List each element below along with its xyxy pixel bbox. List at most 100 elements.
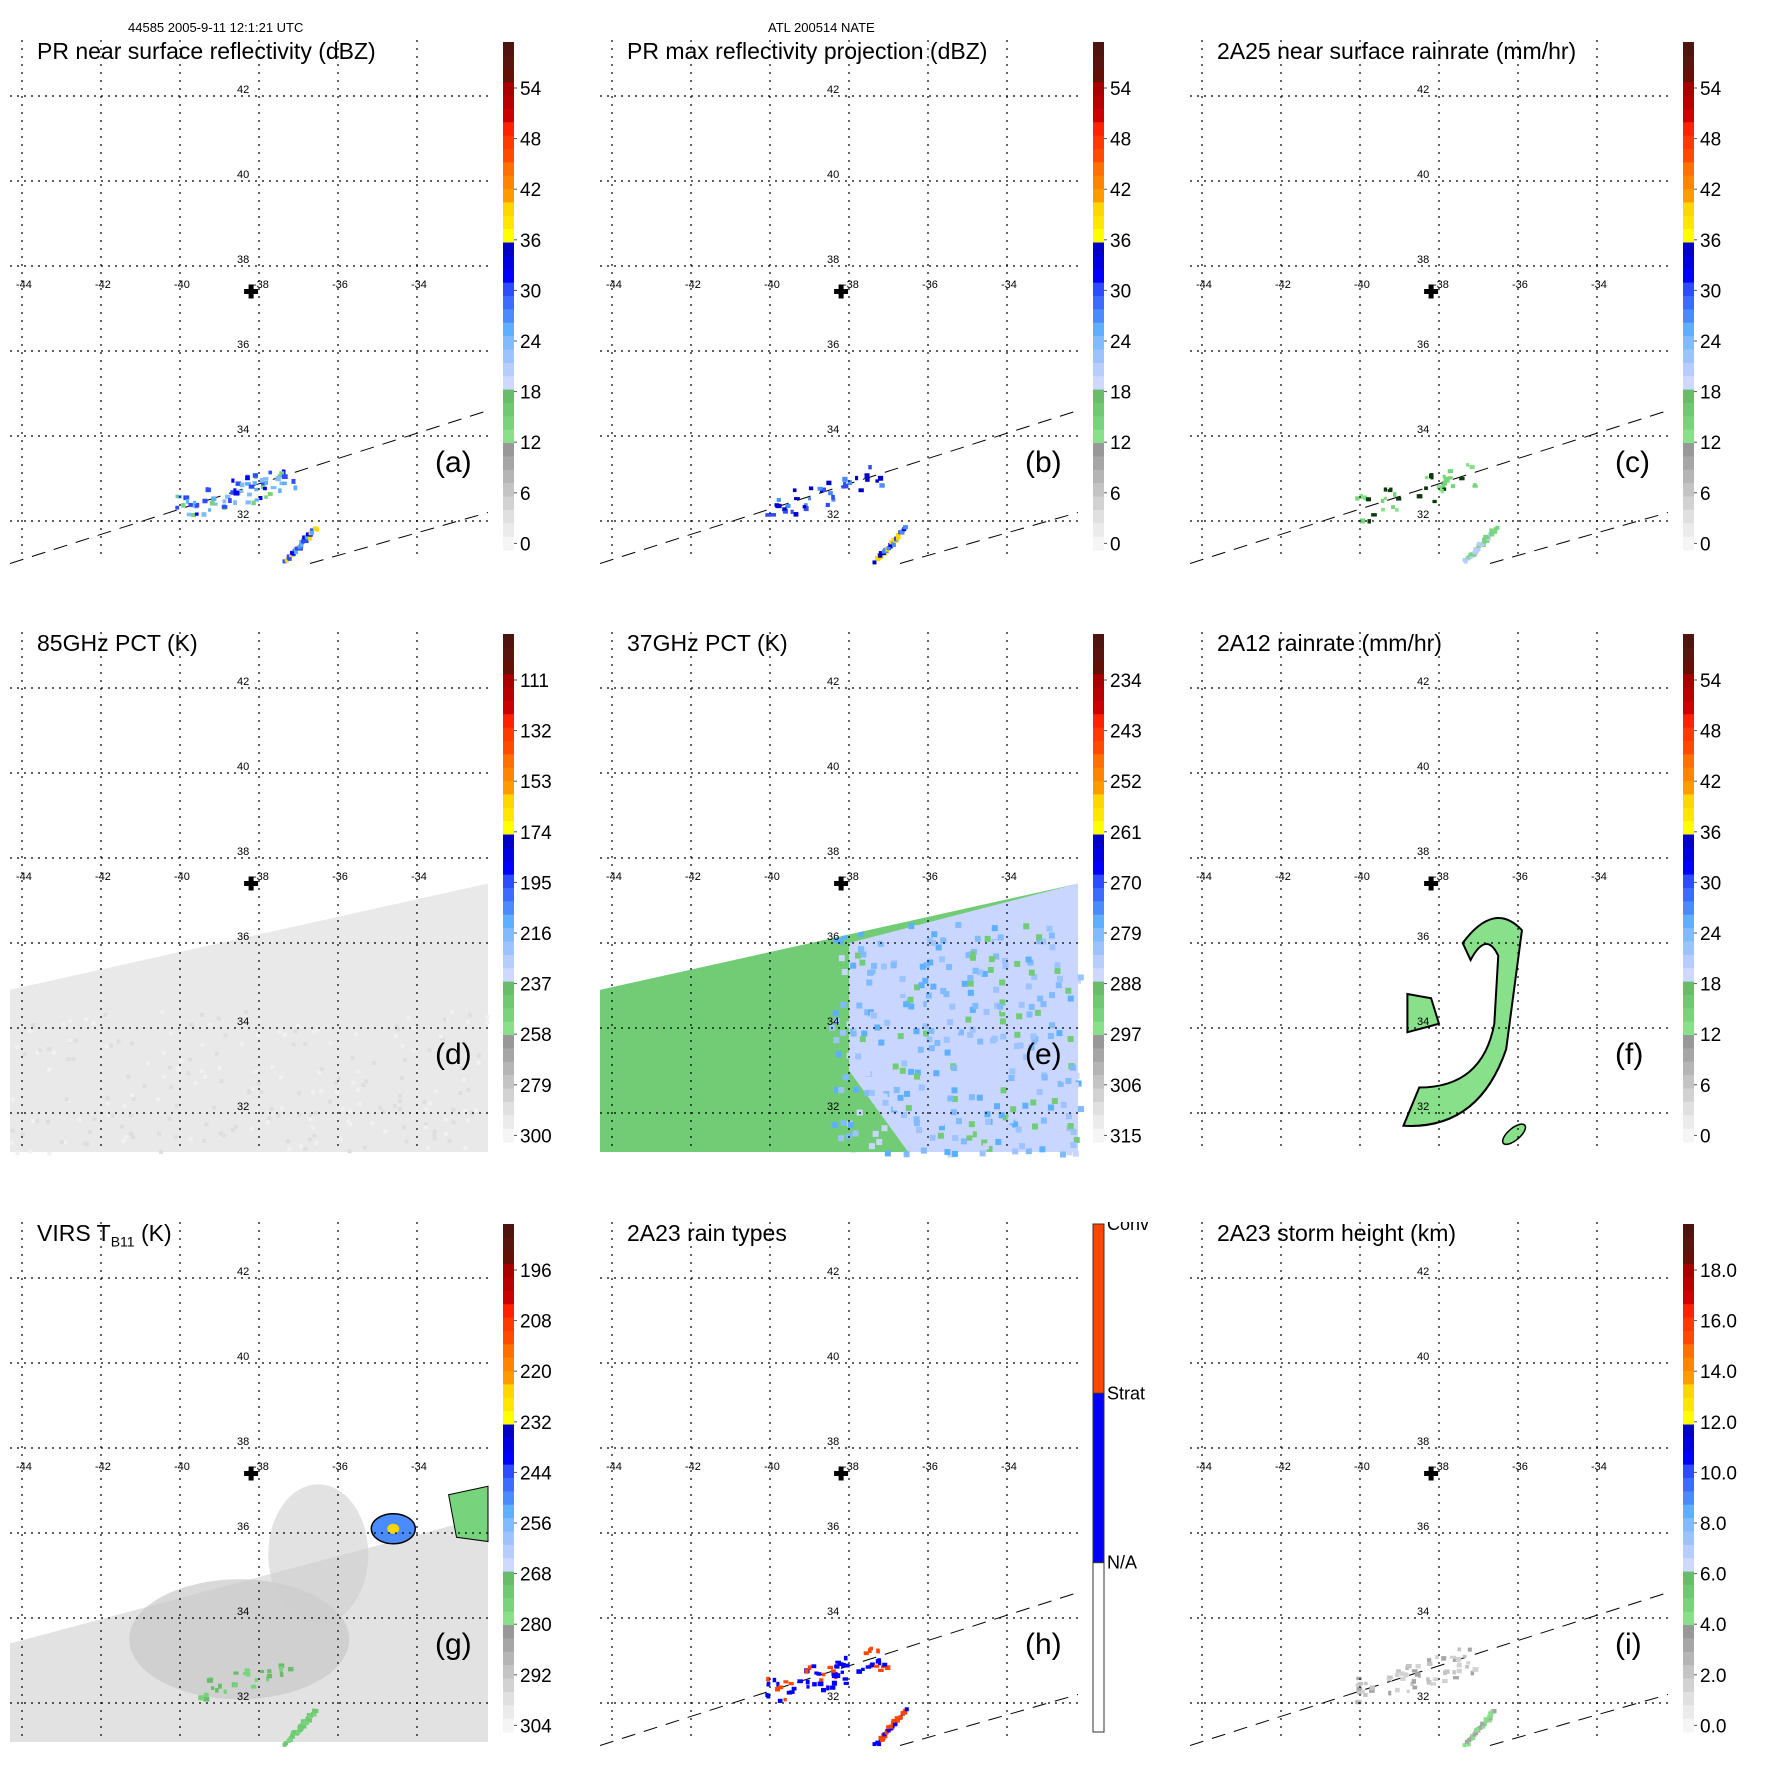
colorbar-tick-label: 8.0: [1700, 1514, 1726, 1535]
echo-pixel: [865, 1665, 872, 1669]
tb-pixel: [38, 1048, 43, 1053]
colorbar-swatch: [1683, 781, 1694, 795]
colorbar-swatch: [503, 1678, 514, 1693]
tb-pixel: [308, 1114, 313, 1119]
tb-pixel: [47, 1151, 52, 1156]
tb-pixel: [928, 1100, 935, 1107]
echo-pixel: [808, 486, 814, 491]
echo-pixel: [1443, 476, 1449, 482]
echo-pixel: [1371, 513, 1377, 517]
tb-pixel: [393, 1034, 398, 1039]
tb-pixel: [847, 1121, 854, 1128]
echo-pixel: [868, 465, 872, 470]
panel-title: 37GHz PCT (K): [627, 630, 788, 656]
lat-tick-label: 40: [1417, 169, 1429, 181]
colorbar-swatch: [1683, 255, 1694, 270]
colorbar-tick-label: 6.0: [1700, 1565, 1726, 1586]
tb-pixel: [934, 1039, 941, 1046]
colorbar: 111 132 153 174 195 216 237 258 279 300: [503, 634, 552, 1147]
tb-pixel: [1072, 1082, 1079, 1089]
echo-pixel: [264, 495, 268, 499]
echo-pixel: [248, 484, 255, 489]
colorbar-swatch: [1683, 148, 1694, 163]
lat-tick-label: 42: [1417, 84, 1429, 96]
echo-pixel: [1427, 1658, 1432, 1663]
colorbar-swatch: [1683, 1651, 1694, 1666]
tb-pixel: [256, 1081, 261, 1086]
colorbar-tick-label: 244: [520, 1463, 552, 1484]
colorbar-swatch: [503, 509, 514, 524]
colorbar-tick-label: 304: [520, 1716, 552, 1737]
plus-cross-icon: [834, 1466, 849, 1481]
echo-pixel: [206, 1678, 213, 1683]
colorbar-tick-label: 258: [520, 1025, 552, 1046]
panel-i: -44 -42 -40 -38 -36 -34 42 40 38 36 34 32 18.0 16.0 14…: [1190, 1220, 1770, 1782]
tb-pixel: [383, 1129, 388, 1134]
colorbar-swatch: [1683, 1344, 1694, 1359]
echo-pixel: [1443, 1670, 1447, 1676]
colorbar-swatch: [503, 55, 514, 70]
echo-pixel: [218, 1683, 222, 1689]
colorbar-swatch: [1683, 1021, 1694, 1036]
map-b: -44 -42 -40 -38 -36 -34 42 40 38 36 34 32 54 48 42 36 30…: [600, 40, 1132, 565]
tb-pixel: [142, 1084, 147, 1089]
colorbar-swatch: [1683, 1224, 1694, 1238]
tb-pixel: [315, 1027, 320, 1032]
colorbar-swatch: [503, 1035, 514, 1049]
lon-tick-label: -38: [253, 279, 269, 291]
tb-pixel: [946, 964, 953, 971]
tb-pixel: [1013, 1043, 1020, 1050]
echo-pixel: [315, 527, 320, 532]
tb-pixel: [923, 1001, 930, 1008]
panel-f: -44 -42 -40 -38 -36 -34 42 40 38 36 34 32 54 48 42 36 30…: [1190, 630, 1770, 1192]
colorbar-swatch: [1683, 968, 1694, 983]
colorbar-swatch: [1683, 162, 1694, 177]
echo-pixel: [278, 1663, 285, 1669]
tb-pixel: [31, 1119, 36, 1124]
tb-pixel: [432, 1136, 437, 1141]
colorbar-swatch: [503, 376, 514, 391]
tb-pixel: [84, 1017, 89, 1022]
colorbar-tick-label: 306: [1110, 1076, 1142, 1097]
colorbar-swatch: [503, 148, 514, 163]
tb-pixel: [47, 1067, 52, 1072]
colorbar-segment-conv: [1092, 1223, 1105, 1394]
tb-pixel: [1056, 1030, 1063, 1037]
colorbar-swatch: [503, 1264, 514, 1278]
tb-pixel: [400, 1044, 405, 1049]
tb-pixel: [1028, 1140, 1035, 1147]
lon-tick-label: -36: [922, 1461, 938, 1473]
tb-pixel: [355, 1087, 360, 1092]
colorbar-swatch: [1093, 861, 1104, 876]
tb-pixel: [868, 1104, 875, 1111]
panel-title: 2A25 near surface rainrate (mm/hr): [1217, 38, 1577, 64]
colorbar-swatch: [1093, 416, 1104, 431]
lat-tick-label: 38: [237, 254, 249, 266]
tb-pixel: [10, 1097, 15, 1102]
echo-pixel: [876, 1649, 880, 1654]
colorbar-tick-label: 48: [1700, 722, 1721, 743]
tb-pixel: [944, 1149, 951, 1156]
colorbar-swatch: [1093, 981, 1104, 996]
echo-pixel: [778, 1685, 784, 1690]
colorbar-swatch: [503, 1491, 514, 1506]
colorbar-swatch: [1683, 509, 1694, 524]
echo-pixel: [1410, 1681, 1414, 1686]
colorbar-swatch: [1683, 634, 1694, 648]
echo-pixel: [294, 546, 299, 551]
lat-tick-label: 34: [827, 1016, 839, 1028]
colorbar-tick-label: 24: [1110, 332, 1132, 353]
echo-pixel: [312, 1712, 317, 1717]
tb-pixel: [966, 1129, 973, 1136]
tb-pixel: [981, 970, 988, 977]
lon-tick-label: -36: [1512, 1461, 1528, 1473]
echo-pixel: [896, 535, 901, 540]
tb-pixel: [846, 1052, 853, 1059]
colorbar-swatch: [503, 1384, 514, 1399]
colorbar-swatch: [503, 847, 514, 862]
tb-pixel: [850, 962, 857, 969]
tb-pixel: [1047, 1104, 1054, 1111]
tb-pixel: [920, 1147, 927, 1154]
tb-pixel: [73, 1038, 78, 1043]
colorbar-tick-label: 18.0: [1700, 1261, 1737, 1282]
